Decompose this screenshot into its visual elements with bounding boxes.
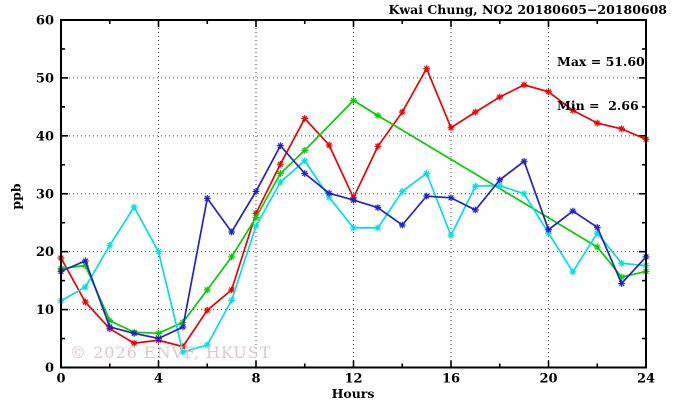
- series-day-cyan-markers: [57, 157, 650, 356]
- chart-title: Kwai Chung, NO2 20180605−20180608: [388, 2, 667, 17]
- plot-border: [60, 19, 647, 369]
- series-day-green-line: [60, 99, 647, 335]
- x-tick-label: 16: [442, 372, 460, 387]
- grid-lines: [61, 20, 646, 368]
- y-tick-label: 10: [36, 303, 54, 318]
- y-tick-label: 20: [36, 245, 54, 260]
- y-tick-label: 50: [36, 71, 54, 86]
- x-tick-label: 4: [154, 372, 163, 387]
- y-tick-label: 60: [36, 14, 54, 29]
- tick-labels: 0 4 8 12 16 20 24 0 10 20 30 40 50 60: [36, 14, 655, 387]
- watermark: © 2026 ENVF, HKUST: [70, 343, 272, 362]
- x-axis-label: Hours: [331, 386, 375, 401]
- max-value-label: Max = 51.60: [557, 54, 645, 69]
- y-tick-label: 40: [36, 129, 54, 144]
- x-tick-label: 20: [539, 372, 557, 387]
- min-value-label: Min = 2.66: [557, 97, 639, 113]
- max-min-stats: Max = 51.60 Min = 2.66: [557, 26, 645, 142]
- y-axis-label: ppb: [8, 183, 24, 210]
- y-tick-label: 0: [45, 361, 54, 376]
- x-tick-label: 24: [637, 372, 655, 387]
- x-tick-label: 8: [251, 372, 260, 387]
- x-tick-label: 12: [344, 372, 362, 387]
- series-day-blue: [57, 142, 650, 342]
- x-tick-label: 0: [56, 372, 65, 387]
- y-tick-label: 30: [36, 187, 54, 202]
- series-day-cyan: [57, 157, 650, 356]
